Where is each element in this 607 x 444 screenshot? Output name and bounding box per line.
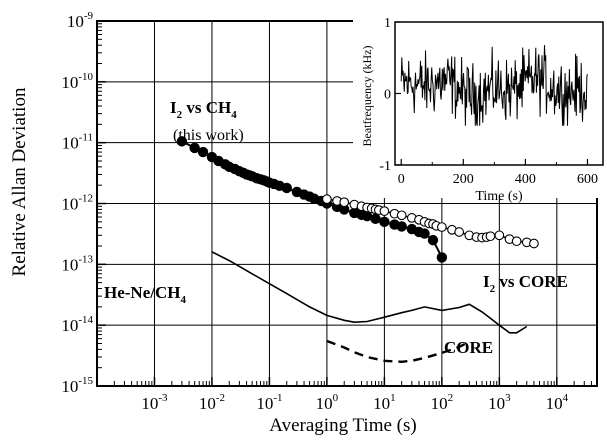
- annotation-i2-vs-ch4: I2 vs CH4: [170, 98, 237, 121]
- x-tick-label: 10-3: [141, 392, 168, 413]
- inset-series: [400, 45, 588, 126]
- inset-plot-frame: [394, 21, 604, 166]
- y-tick-label: 10-9: [67, 10, 94, 31]
- x-tick-label: 104: [546, 392, 569, 413]
- main-tick-labels: 10-3 10-2 10-1 100 101 102 103 10410-1510-1410-…: [61, 10, 568, 413]
- core-line: [326, 339, 470, 364]
- data-point: [485, 231, 496, 242]
- data-point: [529, 238, 539, 249]
- x-tick-label: 100: [316, 392, 339, 413]
- data-point: [197, 146, 209, 158]
- x-axis-title: Averaging Time (s): [269, 415, 416, 436]
- main-series: [176, 136, 539, 364]
- data-point: [419, 228, 430, 239]
- inset-x-tick-label: 0: [398, 172, 405, 187]
- data-point: [494, 230, 505, 241]
- data-point: [436, 252, 448, 263]
- annotation-this-work: (this work): [173, 127, 244, 144]
- main-plot-frame: [96, 20, 598, 387]
- annotation-core: CORE: [444, 338, 493, 357]
- data-point: [370, 213, 381, 225]
- annotation-i2-vs-core: I2 vs CORE: [483, 272, 568, 295]
- data-point: [379, 216, 390, 228]
- data-point: [437, 222, 447, 232]
- x-tick-label: 10-1: [256, 392, 282, 413]
- inset-y-tick-label: 0: [384, 88, 391, 103]
- inset-tick-labels: 0 200 400 600 -1 0 1: [379, 16, 598, 187]
- he-ne-ch4-line: [211, 251, 528, 334]
- data-point: [339, 204, 350, 215]
- x-tick-label: 102: [431, 392, 454, 413]
- data-point: [454, 227, 465, 237]
- data-point: [189, 142, 200, 154]
- inset-y-tick-label: 1: [384, 16, 391, 31]
- y-tick-label: 10-11: [62, 132, 93, 153]
- y-tick-label: 10-12: [61, 193, 93, 214]
- inset-x-tick-label: 200: [453, 172, 474, 187]
- beatfrequency-trace: [400, 45, 588, 126]
- data-point: [322, 194, 332, 204]
- inset-x-axis-title: Time (s): [475, 189, 523, 204]
- x-tick-label: 103: [488, 392, 511, 413]
- inset-y-axis-title: Beatfrequency (kHz): [360, 46, 374, 147]
- data-point: [511, 236, 522, 247]
- data-point: [396, 210, 407, 221]
- data-point: [361, 210, 373, 222]
- inset-y-tick-label: -1: [379, 159, 391, 174]
- y-tick-label: 10-10: [61, 71, 93, 92]
- x-tick-label: 10-2: [199, 392, 225, 413]
- data-point: [281, 182, 292, 194]
- data-point: [339, 197, 350, 208]
- data-point: [379, 206, 390, 216]
- data-point: [176, 136, 188, 147]
- y-axis-title: Relative Allan Deviation: [9, 87, 30, 276]
- y-tick-label: 10-15: [61, 375, 93, 396]
- x-tick-label: 101: [373, 392, 396, 413]
- y-tick-label: 10-14: [61, 314, 93, 335]
- y-tick-label: 10-13: [61, 253, 93, 274]
- annotation-he-ne-ch4: He-Ne/CH4: [104, 283, 186, 306]
- data-point: [427, 234, 439, 246]
- inset-x-tick-label: 400: [515, 172, 536, 187]
- data-point: [396, 221, 407, 232]
- inset-x-tick-label: 600: [577, 172, 598, 187]
